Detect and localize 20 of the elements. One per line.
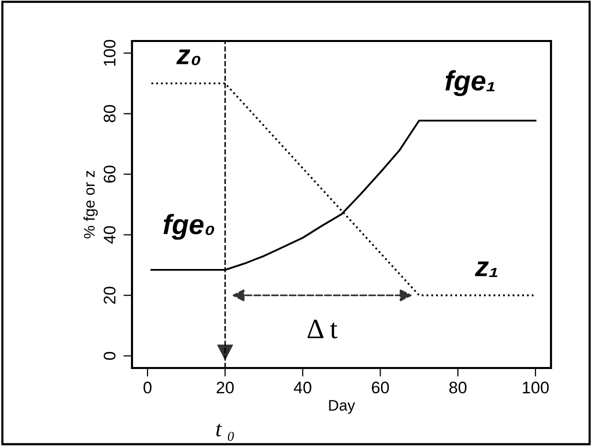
annotation: z₀: [176, 50, 200, 66]
x-axis-title: Day: [329, 400, 356, 414]
x-tick-label: 80: [449, 382, 467, 394]
annotation: Δ t: [308, 320, 338, 338]
annotation: z₁: [474, 261, 498, 278]
y-tick-label: 60: [104, 166, 116, 183]
y-tick-label: 20: [104, 286, 116, 304]
x-tick-label: 40: [294, 382, 312, 394]
x-tick-label: 20: [216, 382, 234, 394]
x-tick-label: 60: [372, 382, 389, 394]
y-axis-title: % fge or z: [83, 170, 98, 238]
annotation: fge₁: [445, 70, 495, 96]
y-tick-label: 40: [104, 226, 116, 244]
y-tick-label: 0: [104, 352, 116, 360]
y-tick-label: 100: [104, 40, 116, 66]
x-tick-label: 100: [522, 382, 549, 394]
x-tick-label: 0: [144, 382, 152, 394]
y-tick-label: 80: [104, 105, 116, 122]
annotation: fge₀: [164, 214, 214, 240]
text: t ₀: [216, 424, 234, 441]
